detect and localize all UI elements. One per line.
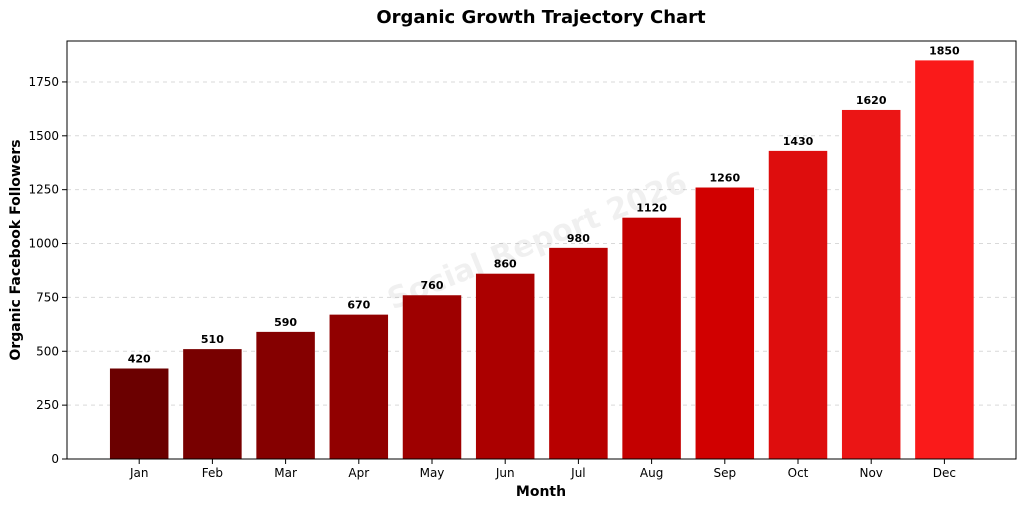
bar-value-label: 1850 [929,44,960,57]
bar-value-label: 860 [494,258,517,271]
x-axis-label: Month [516,484,566,500]
bar-value-label: 1620 [856,94,887,107]
bar-jun [475,273,535,459]
bar-value-label: 1260 [709,172,740,185]
bar-mar [256,331,315,459]
bar-jul [549,247,608,459]
bar-oct [768,150,828,459]
x-tick-label: Jul [570,466,585,480]
bar-jan [109,368,169,459]
bar-value-label: 590 [274,316,297,329]
x-tick-label: Sep [713,466,736,480]
y-tick-label: 1750 [28,75,59,89]
plot-frame [66,40,1017,460]
y-tick-label: 500 [36,344,59,358]
x-tick-label: Jan [129,466,149,480]
x-tick-label: Apr [348,466,369,480]
y-axis: 0 250 500 750 1000 1250 1500 1750 [28,75,67,466]
bar-feb [183,349,242,459]
x-tick-label: Dec [933,466,956,480]
x-tick-label: Mar [274,466,297,480]
bar-may [402,295,462,459]
bar-value-label: 510 [201,333,224,346]
bar-aug [622,217,681,459]
y-tick-label: 1000 [28,237,59,251]
bar-value-label: 1120 [636,202,667,215]
bar-value-label: 670 [347,299,370,312]
bar-value-label: 420 [128,353,151,366]
data-labels: 420 510 590 670 760 860 980 1120 1260 1430 1620 185… [128,44,960,365]
bar-apr [329,314,389,459]
bars [109,60,974,460]
bar-nov [841,109,901,459]
bar-value-label: 760 [421,279,444,292]
bar-value-label: 980 [567,232,590,245]
x-tick-label: Feb [202,466,223,480]
y-tick-label: 1500 [28,129,59,143]
bar-dec [915,60,974,459]
y-tick-label: 250 [36,398,59,412]
bar-sep [695,187,755,460]
x-tick-label: Oct [788,466,809,480]
y-tick-label: 1250 [28,183,59,197]
x-tick-label: Aug [640,466,663,480]
x-tick-label: May [420,466,445,480]
x-axis: Jan Feb Mar Apr May Jun Jul Aug Sep Oct Nov Dec [129,459,956,480]
y-tick-label: 0 [51,452,59,466]
y-tick-label: 750 [36,290,59,304]
x-tick-label: Jun [495,466,515,480]
x-tick-label: Nov [859,466,882,480]
y-axis-label: Organic Facebook Followers [8,139,24,360]
chart-title: Organic Growth Trajectory Chart [376,7,706,28]
bar-value-label: 1430 [783,135,814,148]
